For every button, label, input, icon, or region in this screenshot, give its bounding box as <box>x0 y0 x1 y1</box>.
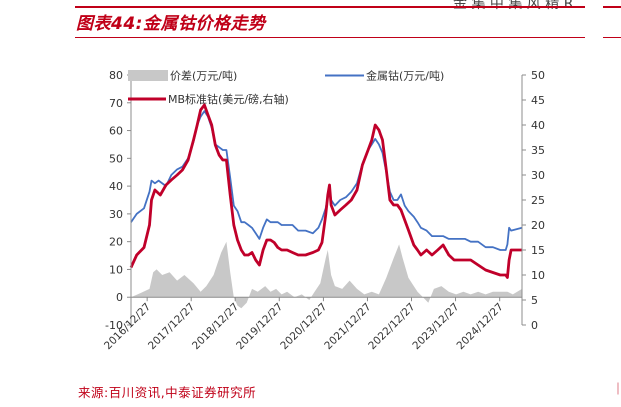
y-right-tick-label: 5 <box>531 294 538 307</box>
y-left-tick-label: 0 <box>116 291 123 304</box>
legend-label-mb-cobalt: MB标准钴(美元/磅,右轴) <box>168 92 289 106</box>
y-left-tick-label: 80 <box>109 69 123 82</box>
y-left-tick-label: 50 <box>109 152 123 165</box>
y-left-tick-label: 20 <box>109 236 123 249</box>
y-right-tick-label: 0 <box>531 319 538 332</box>
y-right-tick-label: 10 <box>531 269 545 282</box>
y-left-tick-label: 10 <box>109 263 123 276</box>
series-area-spread <box>131 241 522 309</box>
y-right-tick-label: 40 <box>531 119 545 132</box>
figure-title: 图表44:金属钴价格走势 <box>76 14 266 34</box>
header-rule-right <box>603 6 621 8</box>
y-left-tick-label: 70 <box>109 97 123 110</box>
title-rule-right <box>603 37 621 38</box>
header-rule <box>75 6 585 8</box>
plot-area <box>129 103 523 309</box>
title-rule <box>75 37 585 38</box>
y-right-tick-label: 15 <box>531 244 545 257</box>
y-left-tick-label: 30 <box>109 208 123 221</box>
y-left-tick-label: 40 <box>109 180 123 193</box>
x-tick-label: 2024/12/27 <box>455 301 506 352</box>
series-line-mb-cobalt <box>129 103 522 279</box>
y-right-tick-label: 25 <box>531 194 545 207</box>
series-line-cobalt-metal <box>130 110 523 251</box>
y-right-tick-label: 20 <box>531 219 545 232</box>
axes: -10 0 10 20 30 40 50 60 70 80 0 5 10 15 20 25 30 35 40 45 50… <box>102 69 545 352</box>
y-left-tick-label: 60 <box>109 125 123 138</box>
y-right-tick-label: 50 <box>531 69 545 82</box>
legend: 价差(万元/吨) 金属钴(万元/吨) MB标准钴(美元/磅,右轴) <box>128 69 444 106</box>
y-right-tick-label: 45 <box>531 94 545 107</box>
y-left-tick-label: -10 <box>105 319 123 332</box>
legend-label-cobalt-metal: 金属钴(万元/吨) <box>366 69 444 83</box>
edge-mark: ｜ <box>612 382 621 396</box>
y-right-tick-label: 35 <box>531 144 545 157</box>
y-right-tick-label: 30 <box>531 169 545 182</box>
source-note: 来源:百川资讯,中泰证券研究所 <box>78 385 257 400</box>
legend-label-spread: 价差(万元/吨) <box>170 69 237 83</box>
legend-swatch-spread <box>128 70 168 81</box>
